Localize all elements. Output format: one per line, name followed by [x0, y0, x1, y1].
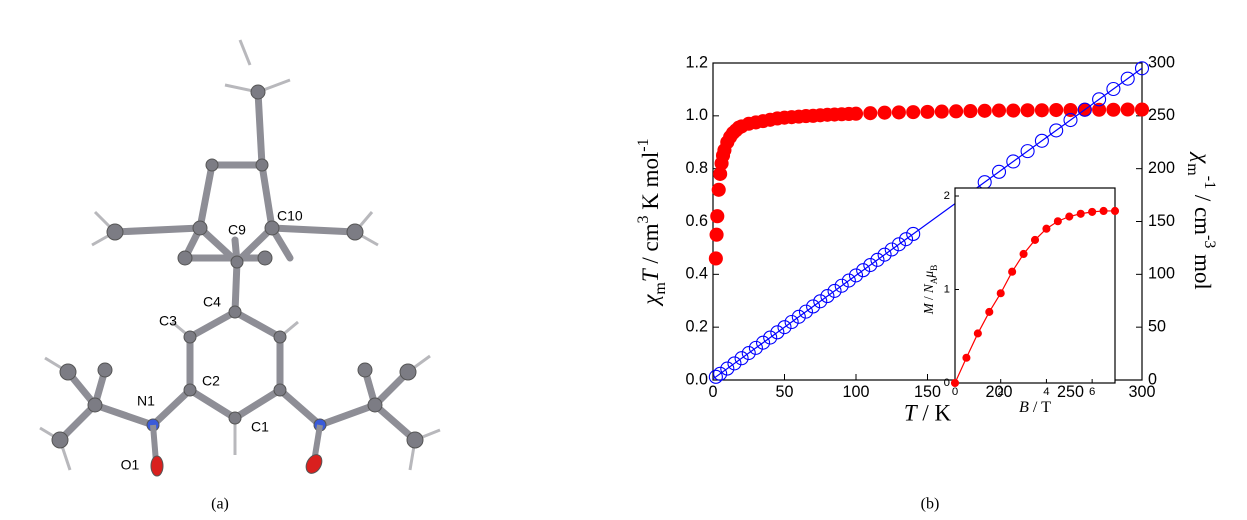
data-point: [1077, 210, 1084, 217]
atom-label: C9: [228, 222, 246, 238]
data-point: [1100, 207, 1107, 214]
panel-label: (a): [211, 496, 229, 513]
data-point: [864, 107, 877, 120]
x-tick-label: 250: [1057, 383, 1084, 401]
y2-tick-label: 100: [1148, 265, 1175, 283]
x-tick-label: 100: [843, 383, 870, 401]
y-tick-label: 0.4: [686, 265, 708, 283]
label-part: / cm: [1190, 189, 1215, 235]
atom-label: C3: [159, 313, 177, 329]
label-part: χ: [1190, 151, 1215, 164]
atom-label: O1: [121, 457, 140, 473]
label-part: -1: [635, 138, 652, 151]
label-part: m: [652, 282, 669, 295]
label-part: mol: [1190, 248, 1215, 289]
data-point: [850, 107, 863, 120]
data-point: [1035, 104, 1048, 117]
data-point: [709, 252, 722, 265]
data-point: [710, 228, 723, 241]
data-point: [1112, 207, 1119, 214]
data-point: [1043, 225, 1050, 232]
data-point: [921, 105, 934, 118]
atom-label: C4: [203, 294, 221, 310]
data-point: [1066, 213, 1073, 220]
y-tick-label: 0.0: [686, 370, 708, 388]
atom-label: C2: [202, 373, 220, 389]
y-tick-label: 0.8: [686, 159, 708, 177]
atom-label: C10: [277, 208, 303, 224]
data-point: [1050, 104, 1063, 117]
data-point: [997, 290, 1004, 297]
y2-tick-label: 250: [1148, 106, 1175, 124]
data-point: [1032, 236, 1039, 243]
figure: C9 C10 C4 C3 C2 N1 C1 O1 (a) (b) 0501001…: [0, 0, 1247, 520]
label-part: χ: [638, 294, 663, 307]
y-tick-label: 2: [944, 190, 950, 202]
data-point: [892, 106, 905, 119]
data-point: [1064, 104, 1077, 117]
axis-label: χmT / cm3 K mol-1: [635, 138, 669, 306]
label-part: B: [1019, 398, 1029, 416]
x-tick-label: 0: [709, 383, 718, 401]
data-point: [711, 210, 724, 223]
data-point: [986, 308, 993, 315]
data-point: [1093, 103, 1106, 116]
axis-label: T / K: [904, 401, 952, 426]
x-tick-label: 0: [952, 386, 958, 398]
data-point: [1054, 218, 1061, 225]
y2-tick-label: 0: [1148, 370, 1157, 388]
data-point: [993, 104, 1006, 117]
data-point: [935, 105, 948, 118]
x-tick-label: 2: [998, 386, 1004, 398]
y-tick-label: 0.2: [686, 317, 708, 335]
data-point: [978, 104, 991, 117]
data-point: [1021, 104, 1034, 117]
y2-tick-label: 300: [1148, 53, 1175, 71]
y2-tick-label: 150: [1148, 212, 1175, 230]
molecule: C9 C10 C4 C3 C2 N1 C1 O1: [40, 40, 440, 476]
x-tick-label: 6: [1089, 386, 1095, 398]
y-tick-label: 0.6: [686, 212, 708, 230]
label-part: -3: [1201, 235, 1218, 248]
y2-tick-label: 50: [1148, 317, 1166, 335]
data-point: [1089, 208, 1096, 215]
data-point: [1007, 104, 1020, 117]
label-part: / cm: [638, 223, 663, 269]
plot-frame: [955, 188, 1115, 383]
data-point: [974, 330, 981, 337]
y-tick-label: 0: [944, 377, 950, 389]
label-part: -1: [1201, 176, 1218, 189]
panel-label: (b): [921, 496, 940, 513]
atom-label: N1: [137, 393, 155, 409]
data-point: [963, 354, 970, 361]
x-tick-label: 50: [776, 383, 794, 401]
atom-label: C1: [251, 419, 269, 435]
label-part: m: [1184, 163, 1201, 176]
label-part: K mol: [638, 152, 663, 216]
data-point: [1121, 103, 1134, 116]
data-point: [950, 105, 963, 118]
label-part: B: [929, 265, 939, 271]
data-point: [712, 183, 725, 196]
data-point: [1107, 103, 1120, 116]
data-point: [952, 380, 959, 387]
y-tick-label: 1: [944, 284, 950, 296]
label-part: 3: [635, 215, 652, 223]
data-point: [964, 105, 977, 118]
x-tick-label: 150: [914, 383, 941, 401]
x-tick-label: 4: [1043, 386, 1049, 398]
data-point: [878, 106, 891, 119]
data-point: [907, 106, 920, 119]
axis-label: χm-1 / cm-3 mol: [1184, 151, 1218, 290]
y-tick-label: 1.2: [686, 53, 708, 71]
axis-label: B / T: [1019, 398, 1051, 416]
data-point: [1020, 250, 1027, 257]
data-point: [1009, 268, 1016, 275]
label-part: / T: [1029, 398, 1051, 416]
label-part: / K: [917, 401, 952, 426]
y2-tick-label: 200: [1148, 159, 1175, 177]
label-part: /: [921, 293, 936, 303]
data-point: [1136, 103, 1149, 116]
y-tick-label: 1.0: [686, 106, 708, 124]
